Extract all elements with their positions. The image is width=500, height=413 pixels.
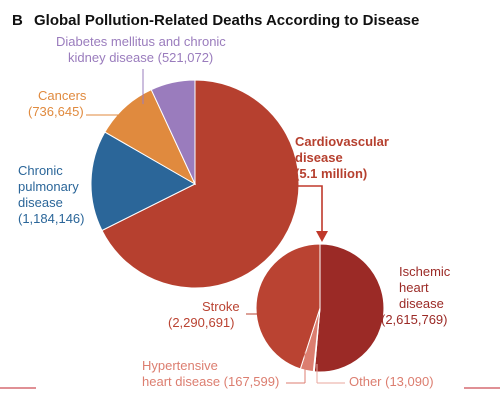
label-cardiovascular: Cardiovascular disease (5.1 million) (295, 134, 393, 181)
label-cancers-line-2: (736,645) (28, 104, 84, 119)
slice-diabetes (150, 79, 196, 185)
chart-title: Global Pollution-Related Deaths Accordin… (34, 12, 419, 29)
panel-label: B (12, 12, 23, 29)
label-ischemic-line-4: (2,615,769) (381, 312, 448, 327)
main-pie (90, 79, 300, 289)
label-ischemic-line-1: Ischemic (399, 264, 451, 279)
label-diabetes-line-1: Diabetes mellitus and chronic (56, 34, 226, 49)
slice-cardiovascular (101, 79, 300, 289)
label-cancers-line-1: Cancers (38, 88, 87, 103)
label-stroke: Stroke (2,290,691) (168, 299, 243, 330)
label-cardiovascular-line-1: Cardiovascular (295, 134, 389, 149)
label-pulmonary: Chronic pulmonary disease (1,184,146) (18, 163, 85, 226)
label-cancers: Cancers (736,645) (28, 88, 90, 119)
breakdown-connector (298, 185, 323, 232)
label-cardiovascular-line-3: (5.1 million) (295, 166, 367, 181)
label-ischemic: Ischemic heart disease (2,615,769) (381, 264, 454, 327)
label-other: Other (13,090) (349, 374, 434, 389)
slice-ischemic (313, 243, 385, 373)
label-ischemic-line-2: heart (399, 280, 429, 295)
label-hypertensive-line-1: Hypertensive (142, 358, 218, 373)
label-other-line-1: Other (13,090) (349, 374, 434, 389)
label-hypertensive-line-2: heart disease (167,599) (142, 374, 279, 389)
slice-chronic-pulmonary (90, 131, 197, 232)
slice-stroke (255, 243, 321, 370)
connector-arrowhead (316, 231, 328, 242)
cardiovascular-pie (255, 243, 385, 373)
label-pulmonary-line-4: (1,184,146) (18, 211, 85, 226)
label-ischemic-line-3: disease (399, 296, 444, 311)
label-stroke-line-1: Stroke (202, 299, 240, 314)
label-cardiovascular-line-2: disease (295, 150, 343, 165)
label-pulmonary-line-1: Chronic (18, 163, 63, 178)
label-pulmonary-line-3: disease (18, 195, 63, 210)
label-diabetes-line-2: kidney disease (521,072) (68, 50, 213, 65)
label-stroke-line-2: (2,290,691) (168, 315, 235, 330)
label-pulmonary-line-2: pulmonary (18, 179, 79, 194)
label-hypertensive: Hypertensive heart disease (167,599) (142, 358, 279, 389)
label-diabetes: Diabetes mellitus and chronic kidney dis… (56, 34, 229, 65)
